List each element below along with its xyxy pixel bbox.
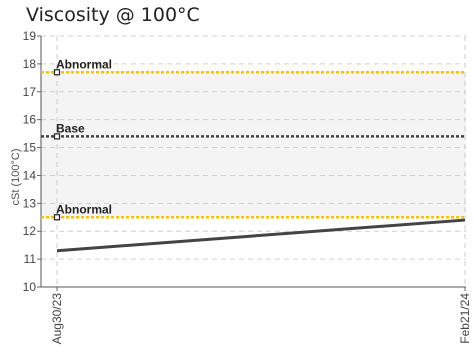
x-tick-label: Feb21/24: [458, 293, 472, 344]
band-2: [41, 217, 466, 287]
reference-marker: [53, 133, 61, 140]
band-0: [41, 36, 466, 73]
y-tick-label: 19: [23, 29, 37, 43]
x-tick-label: Aug30/23: [50, 293, 64, 345]
y-tick-label: 15: [23, 141, 37, 155]
y-tick-label: 12: [23, 224, 37, 238]
y-tick-label: 17: [23, 85, 37, 99]
y-tick-label: 13: [23, 196, 37, 210]
chart-title: Viscosity @ 100°C: [26, 4, 200, 26]
series-line: [56, 218, 466, 253]
y-tick-label: 18: [23, 57, 37, 71]
reference-marker: [53, 69, 61, 76]
reference-marker: [53, 214, 61, 221]
reference-label: Base: [56, 121, 85, 135]
y-tick-label: 11: [24, 252, 37, 266]
band-1: [41, 72, 466, 218]
reference-label: Abnormal: [56, 57, 112, 71]
y-axis-label: cSt (100°C): [10, 149, 22, 206]
y-tick-label: 14: [23, 168, 37, 182]
reference-label: Abnormal: [56, 202, 112, 216]
y-tick-label: 10: [23, 280, 37, 294]
y-tick-label: 16: [23, 113, 37, 127]
